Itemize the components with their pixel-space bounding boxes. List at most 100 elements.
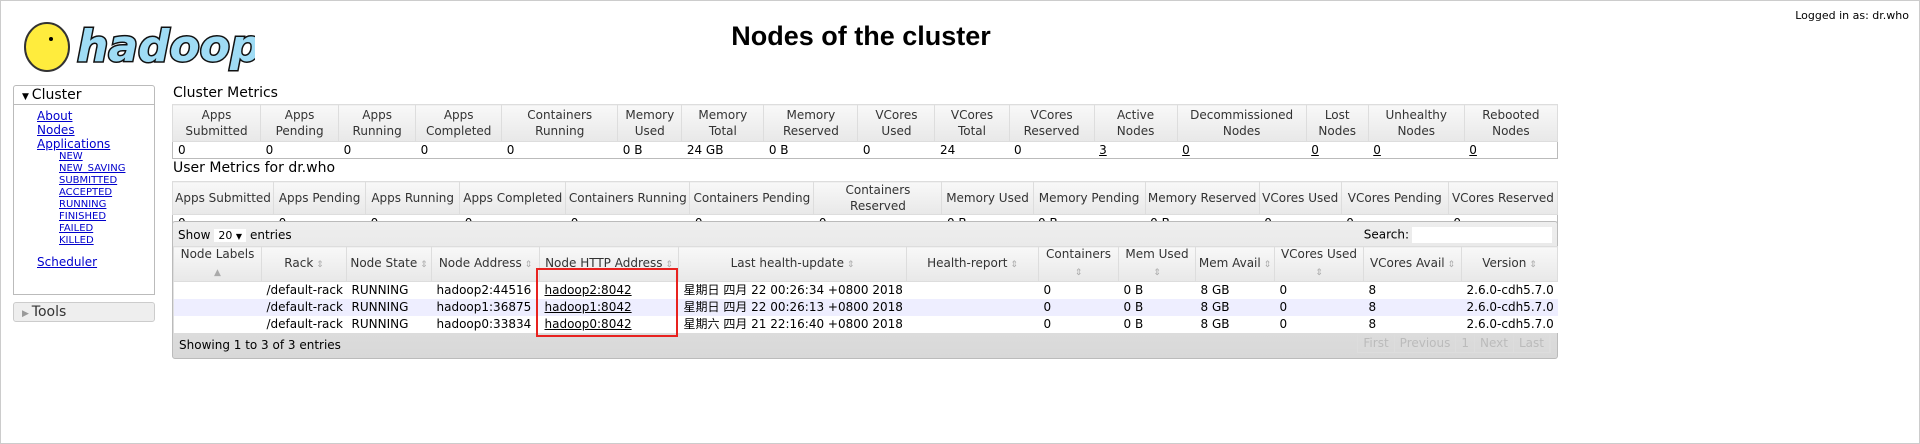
nav-nodes[interactable]: Nodes: [37, 123, 75, 137]
cell: 0: [1038, 298, 1119, 316]
node-http-link[interactable]: hadoop0:8042: [544, 317, 632, 331]
metric-header: VCores Reserved: [1447, 181, 1559, 215]
sort-both-icon: ⇕: [662, 259, 673, 270]
metric-header: VCores Reserved: [1008, 104, 1095, 142]
cell: hadoop2:8042: [539, 281, 679, 299]
length-control: Show 20 ▼ entries: [178, 227, 292, 242]
column-header-rack[interactable]: Rack ⇕: [261, 246, 347, 282]
metric-value: 0: [501, 141, 618, 159]
metric-header: VCores Total: [934, 104, 1010, 142]
column-header-mem-avail[interactable]: Mem Avail ⇕: [1195, 246, 1275, 282]
page-title: Nodes of the cluster: [731, 21, 991, 51]
sort-both-icon: ⇕: [1007, 259, 1018, 270]
sort-both-icon: ⇕: [1315, 268, 1323, 278]
nav-state-new_saving[interactable]: NEW_SAVING: [59, 163, 126, 174]
sort-both-icon: ⇕: [1444, 259, 1456, 270]
cell: /default-rack: [261, 281, 347, 299]
metric-value: 0: [1368, 141, 1465, 159]
pager-next[interactable]: Next: [1475, 334, 1514, 352]
metric-value: 0: [172, 141, 261, 159]
column-header-vcores-used[interactable]: VCores Used ⇕: [1274, 246, 1364, 282]
metric-value: 0: [857, 141, 935, 159]
cell: 8: [1363, 298, 1462, 316]
column-header-vcores-avail[interactable]: VCores Avail ⇕: [1363, 246, 1462, 282]
hadoop-logo: hadoop: [15, 9, 263, 81]
cell: 8 GB: [1195, 298, 1275, 316]
dropdown-arrow-icon: ▼: [235, 231, 243, 241]
metric-value: 0: [338, 141, 416, 159]
cell: 0: [1274, 281, 1364, 299]
metric-value: 0: [1177, 141, 1307, 159]
cell: 0: [1274, 315, 1364, 333]
cell: 0: [1038, 281, 1119, 299]
nav-state-finished[interactable]: FINISHED: [59, 211, 107, 222]
cell: 0: [1038, 315, 1119, 333]
column-header-health-report[interactable]: Health-report ⇕: [906, 246, 1039, 282]
metric-header: Memory Used: [941, 181, 1034, 215]
column-header-node-state[interactable]: Node State ⇕: [346, 246, 432, 282]
column-header-node-http-address[interactable]: Node HTTP Address ⇕: [539, 246, 679, 282]
cell: [173, 315, 262, 333]
metric-header: Apps Completed: [459, 181, 567, 215]
metric-header: Containers Reserved: [813, 181, 943, 215]
metric-value: 0: [415, 141, 502, 159]
metric-link[interactable]: 0: [1182, 143, 1190, 157]
column-header-mem-used[interactable]: Mem Used ⇕: [1118, 246, 1196, 282]
column-header-containers[interactable]: Containers ⇕: [1038, 246, 1119, 282]
nav-state-submitted[interactable]: SUBMITTED: [59, 175, 118, 186]
node-http-link[interactable]: hadoop1:8042: [544, 300, 632, 314]
cell: 8 GB: [1195, 315, 1275, 333]
pager-last[interactable]: Last: [1514, 334, 1550, 352]
cell: hadoop1:8042: [539, 298, 679, 316]
nav-state-running[interactable]: RUNNING: [59, 199, 107, 210]
triangle-down-icon: ▼: [22, 92, 32, 102]
nav-scheduler[interactable]: Scheduler: [37, 255, 98, 269]
metric-header: Containers Running: [565, 181, 691, 215]
table-info: Showing 1 to 3 of 3 entries: [179, 338, 341, 352]
nav-cluster-toggle[interactable]: ▼ Cluster: [13, 85, 155, 105]
cell: 0 B: [1118, 315, 1196, 333]
cluster-metrics-table: Apps Submitted Apps Pending Apps Running Ap…: [171, 104, 1559, 159]
metric-link[interactable]: 0: [1469, 143, 1477, 157]
nav-state-failed[interactable]: FAILED: [59, 223, 94, 234]
metric-link[interactable]: 0: [1311, 143, 1319, 157]
pager-1[interactable]: 1: [1456, 334, 1476, 352]
metric-value: 24 GB: [681, 141, 764, 159]
column-header-version[interactable]: Version ⇕: [1461, 246, 1558, 282]
cell: RUNNING: [346, 298, 432, 316]
pager-first[interactable]: First: [1358, 334, 1395, 352]
column-header-last-health-update[interactable]: Last health-update ⇕: [678, 246, 907, 282]
metric-value: 0: [260, 141, 339, 159]
sort-both-icon: ⇕: [417, 259, 428, 270]
nav-about[interactable]: About: [37, 109, 73, 123]
column-header-node-address[interactable]: Node Address ⇕: [431, 246, 540, 282]
column-header-node-labels[interactable]: Node Labels ▲: [173, 246, 262, 282]
metric-link[interactable]: 0: [1373, 143, 1381, 157]
logged-in-user: Logged in as: dr.who: [1795, 9, 1909, 22]
metric-value: 24: [934, 141, 1010, 159]
cell: /default-rack: [261, 298, 347, 316]
entries-select[interactable]: 20 ▼: [214, 228, 247, 242]
cluster-metrics-title: Cluster Metrics: [173, 85, 278, 101]
metric-header: Apps Pending: [273, 181, 367, 215]
cell: [906, 281, 1039, 299]
search-input[interactable]: [1412, 226, 1552, 243]
metric-header: Apps Running: [338, 104, 417, 142]
metric-value: 0: [1464, 141, 1558, 159]
metric-header: VCores Used: [1258, 181, 1342, 215]
cell: RUNNING: [346, 315, 432, 333]
pager-previous[interactable]: Previous: [1395, 334, 1457, 352]
nav-state-new[interactable]: NEW: [59, 151, 83, 162]
nav-state-accepted[interactable]: ACCEPTED: [59, 187, 113, 198]
node-http-link[interactable]: hadoop2:8042: [544, 283, 632, 298]
nav-tools-toggle[interactable]: ▶ Tools: [13, 302, 155, 322]
nav-state-killed[interactable]: KILLED: [59, 235, 94, 246]
nav-applications[interactable]: Applications: [37, 137, 111, 151]
table-row: /default-rack RUNNING hadoop1:36875 hadoop1…: [173, 298, 1558, 316]
triangle-right-icon: ▶: [22, 309, 32, 319]
cell: RUNNING: [346, 281, 432, 299]
cell: 星期六 四月 21 22:16:40 +0800 2018: [678, 315, 907, 333]
cell: hadoop0:33834: [431, 315, 540, 333]
metric-link[interactable]: 3: [1099, 143, 1107, 157]
metric-header: VCores Pending: [1340, 181, 1449, 215]
